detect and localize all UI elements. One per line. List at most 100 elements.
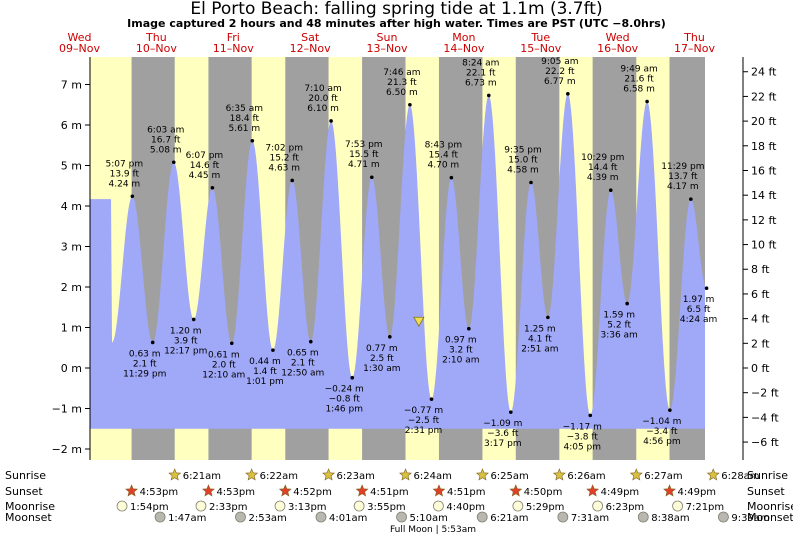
- right-tick-label: 24 ft: [751, 66, 777, 79]
- tide-point: [388, 335, 392, 339]
- sunrise-star-icon: [168, 468, 182, 481]
- low-tide-label: 2.5 ft: [370, 354, 394, 364]
- tide-point: [608, 188, 613, 193]
- tide-point: [130, 194, 135, 199]
- high-tide-label: 4.24 m: [109, 179, 141, 189]
- right-tick-label: −2 ft: [751, 387, 779, 400]
- right-tick-label: −6 ft: [751, 436, 779, 449]
- low-tide-label: 2.1 ft: [133, 359, 157, 369]
- right-tick-label: 0 ft: [751, 362, 770, 375]
- sunrise-star-icon: [629, 468, 643, 481]
- date-label: 17–Nov: [674, 42, 715, 55]
- tide-point: [429, 397, 434, 401]
- tide-point: [250, 138, 255, 143]
- moonset-time-label: 8:38am: [651, 513, 689, 524]
- low-tide-label: 2.1 ft: [291, 359, 315, 369]
- tide-point: [566, 92, 570, 96]
- high-tide-label: 13.9 ft: [110, 169, 140, 179]
- tide-area: [90, 93, 705, 429]
- low-tide-label: 1:01 pm: [246, 377, 284, 387]
- tide-point: [704, 286, 709, 291]
- sunset-time-label: 4:51pm: [370, 487, 409, 498]
- moonrise-time-label: 1:54pm: [130, 502, 169, 513]
- low-tide-label: 12:17 pm: [164, 346, 207, 356]
- high-tide-label: 4.39 m: [587, 173, 619, 183]
- tide-point: [625, 301, 629, 306]
- low-tide-label: 1.20 m: [170, 326, 202, 336]
- low-tide-label: −2.5 ft: [408, 416, 440, 426]
- low-tide-label: 0.77 m: [366, 344, 398, 354]
- tide-point: [329, 119, 333, 123]
- tide-point: [191, 317, 196, 322]
- moonrise-moon-icon: [274, 500, 286, 512]
- moonrise-time-label: 6:23pm: [606, 502, 645, 513]
- high-tide-label: 6.58 m: [623, 85, 655, 95]
- date-label: 10–Nov: [136, 42, 177, 55]
- full-moon-label: Full Moon | 5:53am: [390, 525, 476, 535]
- sunrise-time-label: 6:25am: [490, 471, 528, 482]
- tide-point: [408, 102, 412, 107]
- tide-point: [350, 375, 355, 380]
- sunset-row-label-right: Sunset: [747, 485, 785, 498]
- sunrise-time-label: 6:22am: [260, 471, 298, 482]
- moonset-time-label: 9:39am: [731, 513, 769, 524]
- tide-point: [509, 410, 513, 414]
- low-tide-label: 1.4 ft: [253, 367, 277, 377]
- sunrise-star-icon: [475, 468, 489, 481]
- high-tide-label: 8:43 pm: [425, 141, 463, 151]
- moonset-row-label-left: Moonset: [5, 511, 52, 524]
- moonrise-moon-icon: [512, 500, 524, 512]
- high-tide-label: 5:07 pm: [106, 159, 144, 169]
- low-tide-label: 3.9 ft: [174, 336, 198, 346]
- high-tide-label: 5.08 m: [150, 145, 182, 155]
- right-tick-label: 18 ft: [751, 140, 777, 153]
- sunrise-star-icon: [322, 468, 336, 481]
- chart-subtitle: Image captured 2 hours and 48 minutes af…: [127, 17, 666, 30]
- moonset-time-label: 5:10am: [410, 513, 448, 524]
- moonrise-time-label: 4:40pm: [446, 502, 485, 513]
- high-tide-label: 4.58 m: [507, 166, 539, 176]
- high-tide-label: 7:10 am: [304, 84, 341, 94]
- sunset-time-label: 4:49pm: [678, 487, 717, 498]
- high-tide-label: 22.1 ft: [466, 68, 496, 78]
- day-of-week-label: Tue: [530, 31, 550, 44]
- high-tide-label: 4.17 m: [667, 182, 699, 192]
- sunrise-time-label: 6:24am: [414, 471, 452, 482]
- high-tide-label: 11:29 pm: [661, 162, 704, 172]
- date-label: 12–Nov: [290, 42, 331, 55]
- sunset-time-label: 4:49pm: [601, 487, 640, 498]
- low-tide-label: 12:10 am: [202, 370, 245, 380]
- high-tide-label: 6.10 m: [307, 104, 339, 114]
- left-tick-label: 6 m: [61, 119, 82, 132]
- low-tide-label: 4:56 pm: [643, 437, 681, 447]
- tide-point: [229, 341, 234, 346]
- date-label: 11–Nov: [213, 42, 254, 55]
- date-label: 15–Nov: [520, 42, 561, 55]
- current-tide-marker: [413, 316, 425, 328]
- tide-point: [290, 178, 295, 183]
- tide-point: [486, 93, 491, 98]
- left-tick-label: −2 m: [52, 443, 82, 456]
- high-tide-label: 7:53 pm: [345, 140, 383, 150]
- moonrise-moon-icon: [672, 500, 684, 512]
- sunset-star-icon: [125, 484, 139, 497]
- low-tide-label: −0.77 m: [404, 406, 443, 416]
- high-tide-label: 6:35 am: [226, 104, 263, 114]
- day-of-week-label: Thu: [145, 31, 167, 44]
- tide-point: [370, 175, 374, 180]
- low-tide-label: 1:46 pm: [325, 405, 363, 415]
- low-tide-label: 12:50 am: [281, 369, 324, 379]
- high-tide-label: 21.3 ft: [387, 78, 417, 88]
- left-tick-label: 3 m: [61, 241, 82, 254]
- left-tick-label: 2 m: [61, 281, 82, 294]
- moonrise-moon-icon: [195, 500, 207, 512]
- date-label: 14–Nov: [443, 42, 484, 55]
- moonset-moon-icon: [235, 511, 246, 523]
- day-of-week-label: Fri: [227, 31, 240, 44]
- moonset-moon-icon: [718, 511, 729, 523]
- sunset-star-icon: [432, 484, 446, 497]
- low-tide-label: −1.04 m: [642, 417, 681, 427]
- moonrise-moon-icon: [116, 500, 128, 512]
- sunrise-time-label: 6:26am: [567, 471, 605, 482]
